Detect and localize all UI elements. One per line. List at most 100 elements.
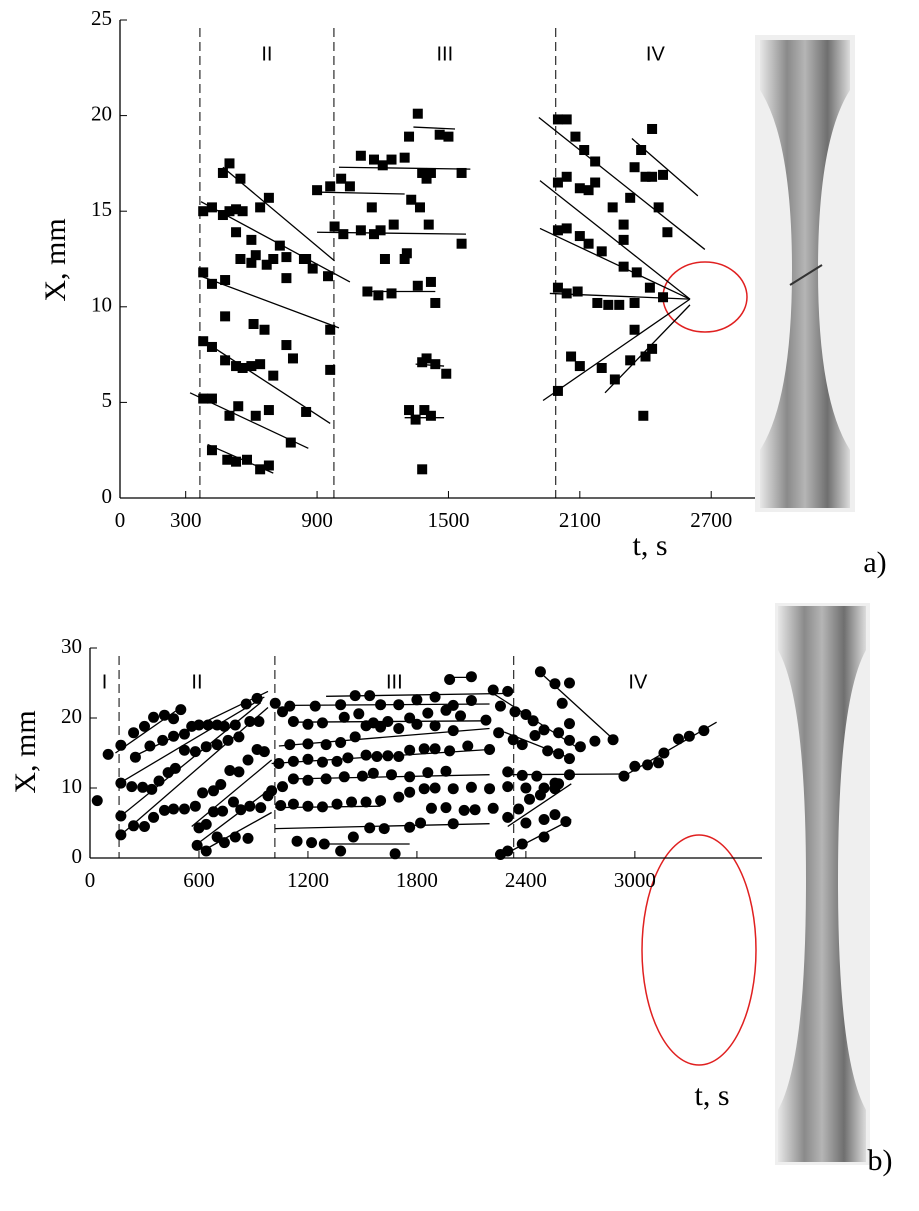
data-point xyxy=(364,822,376,834)
data-point xyxy=(440,802,452,814)
data-point xyxy=(320,773,332,785)
data-point xyxy=(404,744,416,756)
x-tick-label: 300 xyxy=(170,508,202,532)
trend-line xyxy=(191,759,273,827)
data-point xyxy=(208,806,220,818)
data-point xyxy=(302,774,314,786)
trend-line xyxy=(275,823,490,830)
x-axis-label: t, s xyxy=(632,529,667,562)
data-point xyxy=(638,410,649,421)
data-point xyxy=(625,192,636,203)
data-point xyxy=(563,753,575,765)
data-point xyxy=(662,227,673,238)
data-point xyxy=(642,759,654,771)
data-point xyxy=(302,800,314,812)
data-point xyxy=(421,353,432,364)
data-point xyxy=(631,267,642,278)
data-point xyxy=(215,779,227,790)
data-point xyxy=(306,837,318,849)
data-point xyxy=(574,231,585,242)
data-point xyxy=(360,749,372,761)
data-point xyxy=(636,145,647,156)
data-point xyxy=(574,183,585,194)
data-point xyxy=(342,752,354,764)
data-point xyxy=(355,225,366,236)
data-point xyxy=(224,206,235,217)
data-point xyxy=(369,229,379,240)
data-point xyxy=(137,781,149,793)
data-point xyxy=(423,219,434,230)
region-label: I xyxy=(102,671,108,693)
data-point xyxy=(596,362,607,373)
data-point xyxy=(126,781,138,793)
data-point xyxy=(158,709,170,721)
y-tick-label: 0 xyxy=(102,484,113,508)
region-label: IV xyxy=(628,671,648,693)
data-point xyxy=(444,745,456,757)
data-point xyxy=(561,114,572,125)
trend-line xyxy=(539,180,691,300)
trend-line xyxy=(120,707,269,836)
data-point xyxy=(418,783,430,795)
data-point xyxy=(144,740,156,752)
data-point xyxy=(373,290,384,301)
y-axis-label: X, mm xyxy=(39,218,72,301)
highlight-ellipse xyxy=(662,261,748,333)
y-tick-label: 10 xyxy=(61,774,82,798)
data-point xyxy=(250,410,261,421)
data-point xyxy=(561,288,572,299)
data-point xyxy=(175,704,187,716)
data-point xyxy=(520,782,532,794)
data-point xyxy=(237,362,248,373)
data-point xyxy=(484,783,496,795)
data-point xyxy=(447,783,459,795)
y-tick-label: 15 xyxy=(91,197,112,221)
panel-label: a) xyxy=(863,546,886,579)
trend-line xyxy=(543,675,614,740)
data-point xyxy=(590,177,601,188)
data-point xyxy=(178,803,190,815)
trend-line xyxy=(293,774,490,780)
data-point xyxy=(447,725,459,737)
x-axis-label: t, s xyxy=(694,1079,729,1112)
trend-line xyxy=(207,443,274,474)
data-point xyxy=(421,173,432,184)
specimen-photo-a xyxy=(755,35,855,512)
data-point xyxy=(378,823,390,835)
data-point xyxy=(393,791,405,803)
data-point xyxy=(443,131,454,142)
data-point xyxy=(237,206,248,217)
data-point xyxy=(224,410,235,421)
data-point xyxy=(440,765,452,777)
data-point xyxy=(178,744,190,756)
data-point xyxy=(222,734,234,746)
data-point xyxy=(360,720,372,732)
data-point xyxy=(178,728,190,740)
data-point xyxy=(629,760,641,772)
data-point xyxy=(524,793,536,805)
data-point xyxy=(255,464,266,475)
data-point xyxy=(618,261,629,272)
data-point xyxy=(553,778,565,790)
trend-line xyxy=(133,690,269,758)
data-point xyxy=(250,250,261,261)
trend-line xyxy=(200,201,351,283)
data-point xyxy=(560,816,572,828)
data-point xyxy=(647,343,658,354)
data-point xyxy=(418,743,430,755)
trend-line xyxy=(507,783,572,828)
trend-line xyxy=(415,363,445,367)
trend-line xyxy=(631,138,699,197)
data-point xyxy=(307,263,318,274)
data-point xyxy=(217,805,229,817)
data-point xyxy=(338,711,350,723)
data-point xyxy=(404,786,416,798)
x-tick-label: 2700 xyxy=(690,508,732,532)
data-point xyxy=(217,167,228,178)
y-axis-label: X, mm xyxy=(9,710,42,793)
data-point xyxy=(647,123,658,134)
data-point xyxy=(538,724,550,736)
y-tick-label: 20 xyxy=(61,704,82,728)
data-point xyxy=(235,804,247,816)
data-point xyxy=(229,719,241,731)
